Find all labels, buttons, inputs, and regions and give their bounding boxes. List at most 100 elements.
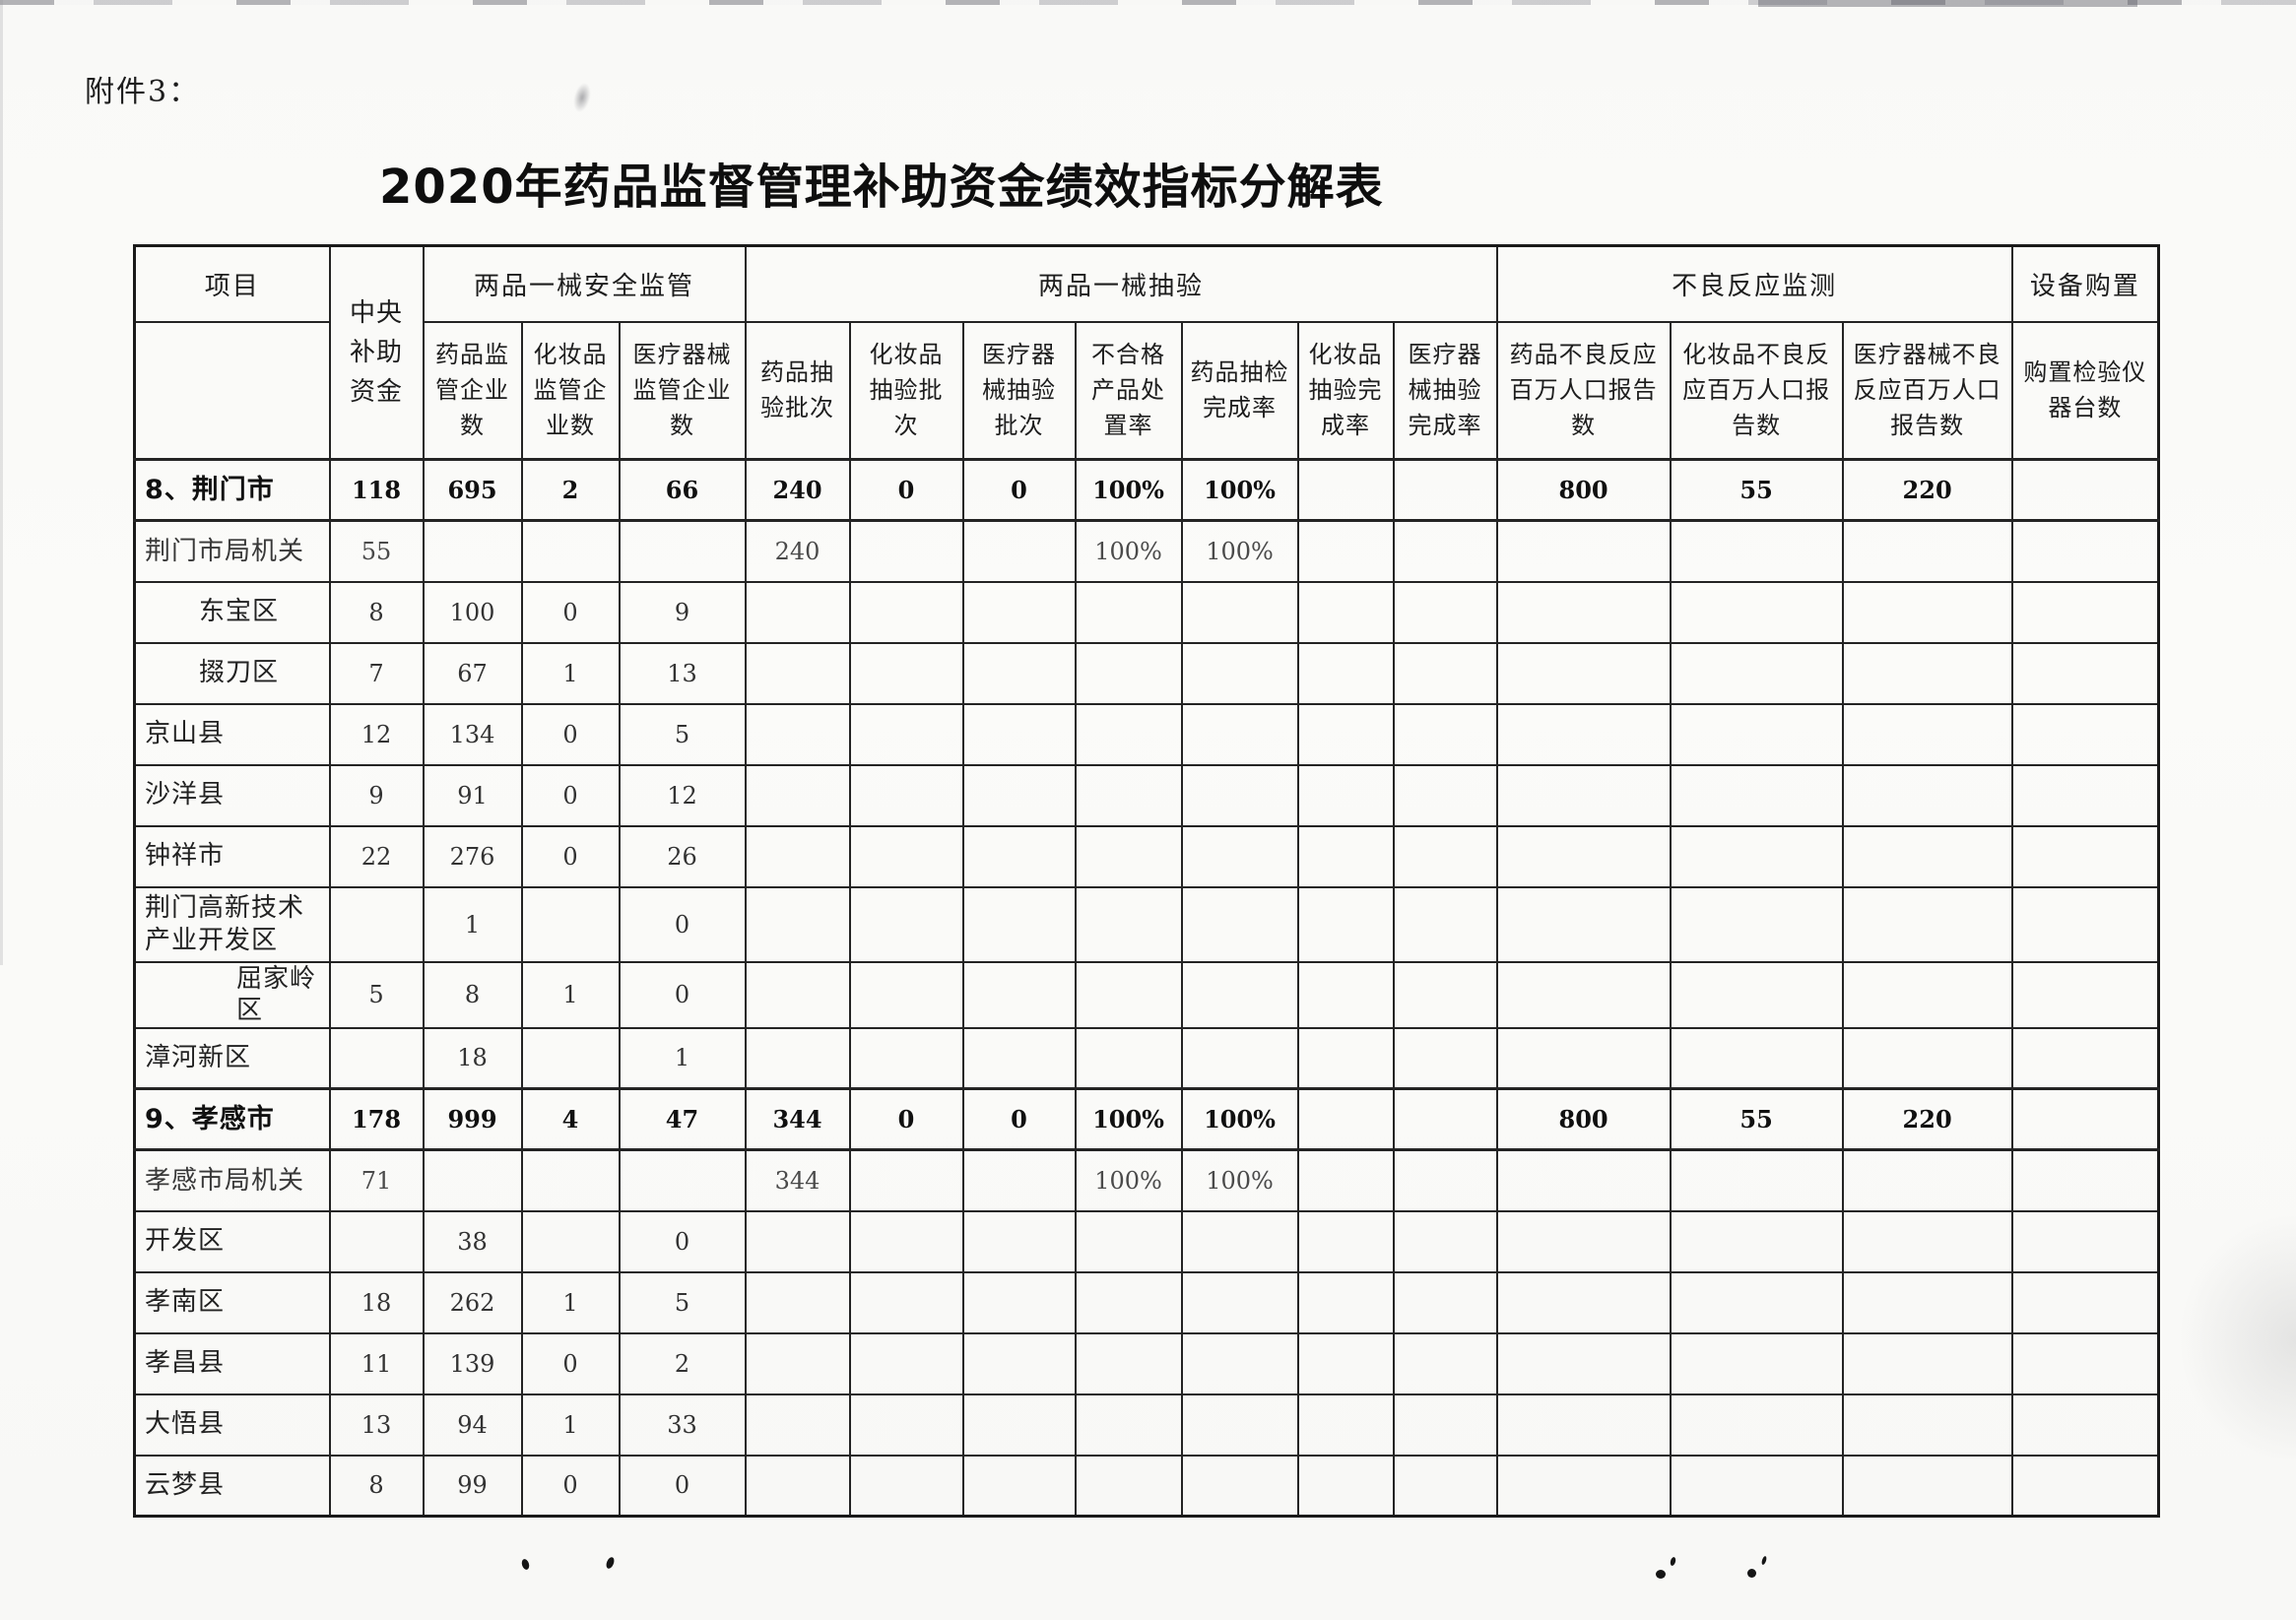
cell [1074,1026,1183,1090]
cell: 11 [328,1331,425,1395]
cell [1669,1393,1844,1457]
header-spacer [133,320,331,461]
cell [1296,824,1395,888]
cell [961,1209,1077,1273]
cell [1392,1270,1498,1334]
sub-header: 化妆品不良反应百万人口报告数 [1669,320,1844,461]
table-row: 屈家岭区 5 8 1 0 [133,960,2160,1029]
table-row: 云梦县 8 99 0 0 [133,1454,2160,1518]
cell [1495,960,1672,1029]
group-header-4: 设备购置 [2010,244,2160,323]
cell: 100 [422,580,523,644]
cell [1841,641,2013,705]
cell [1296,458,1395,522]
cell [1180,960,1299,1029]
row-label: 8、荆门市 [133,458,331,522]
cell: 5 [618,702,747,766]
cell: 695 [422,458,523,522]
cell: 12 [618,763,747,827]
row-label: 荆门市局机关 [133,519,331,583]
cell [1392,824,1498,888]
cell [1180,1331,1299,1395]
cell [1074,702,1183,766]
cell [744,1454,851,1518]
performance-indicator-table: 项目 中央补助资金 两品一械安全监管 两品一械抽验 不良反应监测 设备购置 药品监管企业数化… [133,244,2161,1518]
cell: 71 [328,1148,425,1212]
row-label: 沙洋县 [133,763,331,827]
cell [1180,580,1299,644]
cell [520,519,621,583]
row-label: 孝昌县 [133,1331,331,1395]
cell: 0 [961,458,1077,522]
cell: 999 [422,1087,523,1151]
cell [2010,1087,2160,1151]
cell [1669,702,1844,766]
cell [1392,580,1498,644]
cell [2010,1148,2160,1212]
cell [1392,1209,1498,1273]
cell [1669,824,1844,888]
sub-header: 化妆品抽验完成率 [1296,320,1395,461]
cell [1392,458,1498,522]
cell [961,519,1077,583]
cell [1074,885,1183,963]
cell [2010,580,2160,644]
cell [848,824,964,888]
cell [1495,1393,1672,1457]
sub-header: 购置检验仪器台数 [2010,320,2160,461]
row-label: 钟祥市 [133,824,331,888]
cell [1180,885,1299,963]
cell [1495,702,1672,766]
cell [1180,1454,1299,1518]
cell [1074,580,1183,644]
cell [520,885,621,963]
cell [1074,763,1183,827]
cell: 118 [328,458,425,522]
cell [1841,1331,2013,1395]
cell: 18 [328,1270,425,1334]
cell: 262 [422,1270,523,1334]
cell [1669,885,1844,963]
cell: 8 [328,1454,425,1518]
cell [618,519,747,583]
cell: 12 [328,702,425,766]
cell: 220 [1841,1087,2013,1151]
row-label: 掇刀区 [133,641,331,705]
row-label: 京山县 [133,702,331,766]
table-row: 掇刀区 7 67 1 13 [133,641,2160,705]
cell: 800 [1495,1087,1672,1151]
cell [1392,763,1498,827]
scan-shadow [2178,1211,2296,1467]
sub-header: 医疗器械不良反应百万人口报告数 [1841,320,2013,461]
cell: 26 [618,824,747,888]
cell [1180,702,1299,766]
cell: 0 [961,1087,1077,1151]
cell [1180,1270,1299,1334]
cell: 0 [618,1209,747,1273]
cell [848,519,964,583]
cell [1841,1026,2013,1090]
row-label: 云梦县 [133,1454,331,1518]
cell: 0 [520,1331,621,1395]
cell [2010,641,2160,705]
group-header-2: 两品一械抽验 [744,244,1498,323]
scan-edge-artifact [0,0,2296,5]
cell [744,885,851,963]
cell: 4 [520,1087,621,1151]
cell [744,960,851,1029]
cell [1296,960,1395,1029]
sub-header: 药品抽检完成率 [1180,320,1299,461]
table-row: 京山县 12 134 0 5 [133,702,2160,766]
cell [422,1148,523,1212]
cell: 100% [1074,458,1183,522]
cell [744,763,851,827]
cell [422,519,523,583]
table-row: 9、孝感市 178 999 4 47 344 0 0 100% 100% 800 55 220 [133,1087,2160,1151]
cell: 7 [328,641,425,705]
cell: 800 [1495,458,1672,522]
cell [744,580,851,644]
row-label: 漳河新区 [133,1026,331,1090]
cell [1180,641,1299,705]
cell: 55 [1669,458,1844,522]
cell [1841,1393,2013,1457]
